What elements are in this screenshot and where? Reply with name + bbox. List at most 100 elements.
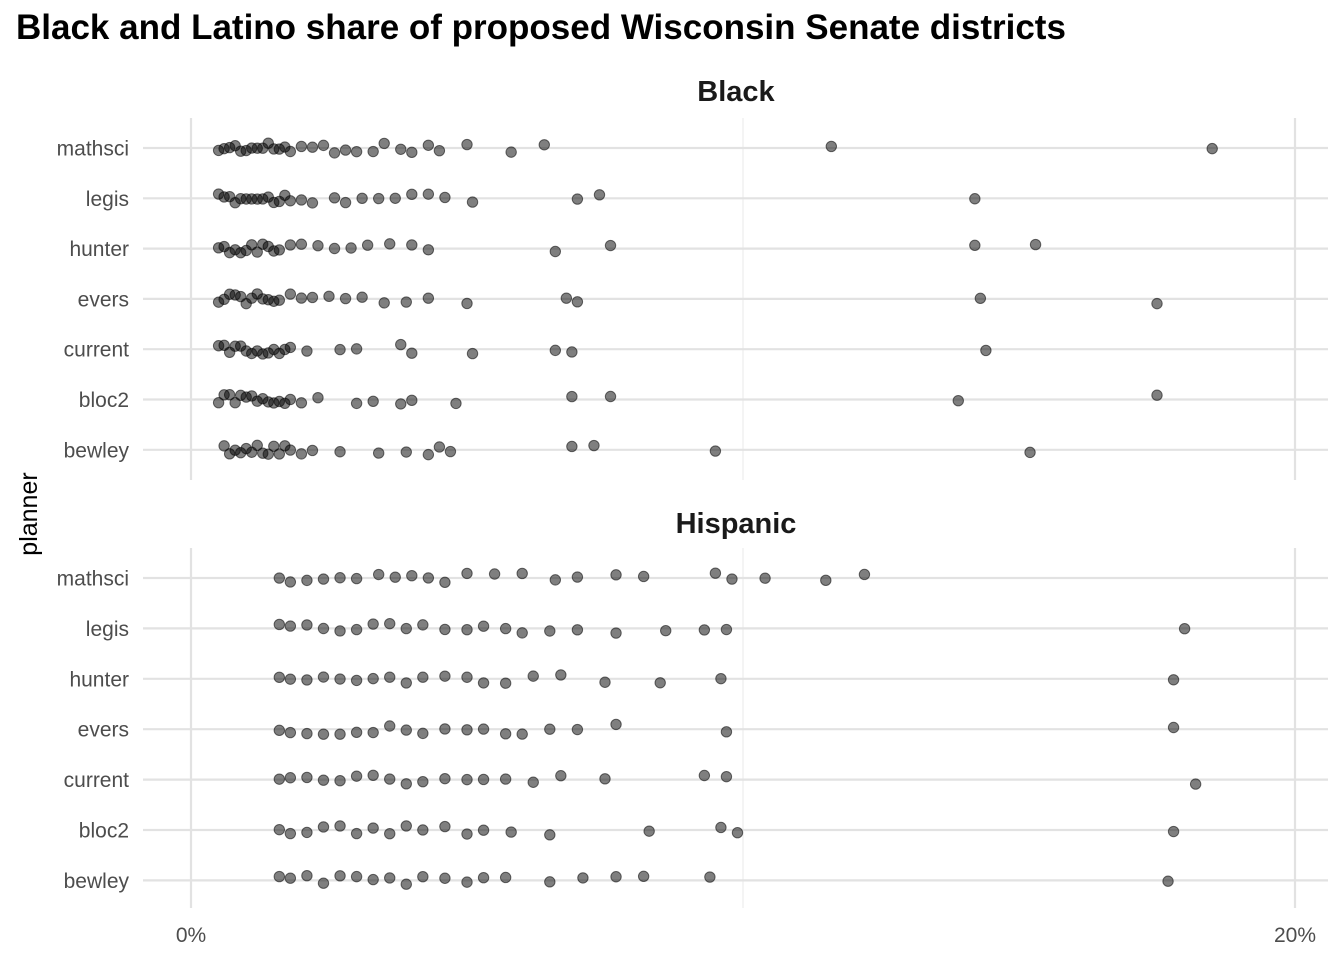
data-point: [372, 568, 385, 581]
data-point: [389, 571, 401, 583]
data-point: [439, 623, 451, 636]
data-point: [395, 338, 407, 351]
data-point: [505, 146, 517, 158]
y-tick-label: mathsci: [57, 138, 129, 161]
data-point: [334, 775, 346, 787]
data-point: [1178, 623, 1191, 635]
data-point: [593, 189, 606, 201]
data-point: [969, 193, 981, 205]
data-point: [262, 448, 274, 460]
data-point: [273, 618, 286, 631]
data-point: [417, 619, 429, 631]
data-point: [284, 239, 297, 251]
data-point: [516, 567, 528, 580]
data-point: [384, 872, 396, 884]
data-point: [273, 244, 286, 256]
data-point: [549, 574, 562, 586]
data-point: [395, 398, 407, 410]
data-point: [544, 723, 556, 735]
data-point: [969, 239, 981, 252]
data-point: [328, 147, 341, 159]
y-tick-label: hunter: [69, 668, 129, 691]
data-point: [306, 141, 319, 153]
data-point: [439, 191, 451, 204]
data-point: [295, 292, 308, 304]
data-point: [350, 827, 363, 840]
y-tick-label: current: [64, 769, 130, 792]
data-point: [284, 195, 297, 207]
data-point: [312, 391, 324, 404]
data-point: [544, 625, 556, 637]
data-point: [406, 394, 418, 407]
data-point: [273, 870, 286, 883]
data-point: [301, 870, 313, 882]
data-point: [1167, 674, 1180, 686]
data-point: [560, 292, 573, 304]
data-point: [350, 674, 363, 687]
data-point: [284, 288, 297, 300]
data-point: [599, 773, 611, 785]
data-point: [295, 397, 308, 409]
panel-black: mathsci legis hunter evers current bloc2 bewle…: [57, 76, 1328, 480]
data-point: [306, 291, 319, 304]
data-point: [466, 347, 479, 360]
x-tick-label: 20%: [1274, 924, 1316, 947]
data-point: [367, 672, 379, 685]
data-point: [571, 723, 584, 736]
data-point: [400, 677, 412, 689]
data-point: [477, 620, 490, 632]
data-point: [301, 619, 313, 631]
data-point: [295, 194, 308, 206]
data-point: [433, 441, 446, 453]
data-point: [301, 674, 313, 686]
data-point: [350, 397, 363, 410]
data-point: [422, 244, 435, 256]
data-point: [461, 138, 473, 151]
data-point: [223, 389, 236, 401]
data-point: [334, 343, 346, 356]
data-point: [439, 872, 451, 884]
data-point: [218, 440, 230, 452]
data-point: [477, 773, 490, 786]
data-point: [328, 192, 341, 204]
data-point: [367, 145, 379, 158]
data-point: [444, 445, 457, 458]
data-point: [284, 145, 297, 158]
y-tick-label: evers: [78, 719, 129, 742]
data-point: [439, 772, 451, 785]
data-point: [350, 870, 363, 883]
data-point: [726, 573, 738, 585]
data-point: [384, 671, 396, 683]
y-tick-label: bloc2: [79, 389, 129, 412]
y-tick-label: bewley: [64, 870, 130, 893]
data-point: [571, 296, 584, 308]
data-point: [417, 671, 429, 683]
data-point: [974, 292, 987, 305]
data-point: [317, 622, 330, 635]
data-point: [317, 821, 330, 833]
data-point: [273, 823, 286, 836]
data-point: [284, 726, 297, 739]
data-point: [301, 826, 313, 839]
data-point: [284, 341, 297, 354]
data-point: [604, 239, 617, 252]
data-point: [461, 724, 473, 736]
data-point: [295, 238, 308, 250]
data-point: [422, 139, 435, 151]
data-point: [952, 395, 964, 407]
data-point: [384, 238, 396, 250]
data-point: [549, 245, 562, 258]
data-point: [350, 726, 363, 739]
y-tick-label: hunter: [69, 238, 129, 261]
y-tick-label: mathsci: [57, 568, 129, 591]
data-point: [731, 827, 744, 839]
data-point: [1206, 142, 1218, 155]
data-point: [422, 292, 435, 304]
data-point: [698, 624, 711, 636]
data-point: [1151, 389, 1163, 401]
data-point: [720, 770, 733, 783]
data-point: [317, 671, 330, 683]
data-point: [555, 669, 567, 681]
data-point: [709, 567, 722, 579]
data-point: [527, 776, 539, 788]
